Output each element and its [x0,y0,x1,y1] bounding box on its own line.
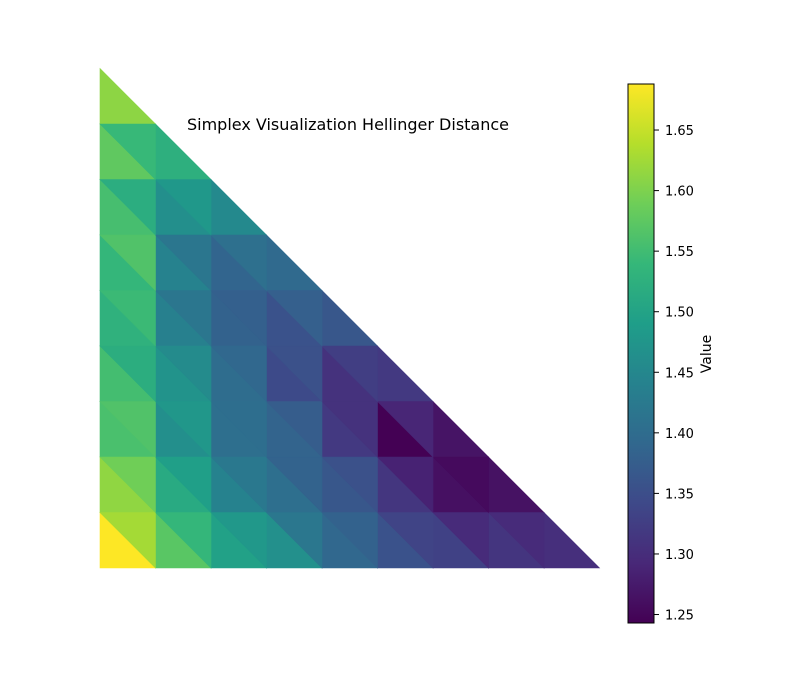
simplex-cell [376,512,434,569]
simplex-cell [99,123,156,181]
simplex-cell [210,178,268,236]
simplex-cell [321,456,378,514]
colorbar-tick-label: 1.45 [665,366,694,381]
simplex-cell [154,179,212,236]
colorbar-tick-label: 1.60 [665,185,694,200]
simplex-cell [210,234,267,292]
colorbar-gradient [628,84,654,623]
simplex-cell [99,67,157,125]
simplex-cell [99,456,156,514]
colorbar-tick-label: 1.35 [665,487,694,502]
simplex-cell [266,234,323,291]
simplex-cell [154,401,212,458]
simplex-cell [265,456,323,514]
simplex-cell [210,456,267,514]
simplex-cell [432,456,489,514]
colorbar-outline [627,83,655,624]
simplex-cell [321,401,378,458]
simplex-cell [99,512,156,569]
simplex-cell [210,401,267,458]
simplex-cells [99,67,601,569]
colorbar-label: Value [699,335,715,373]
simplex-cell [432,400,490,458]
simplex-cell [154,345,212,403]
colorbar: 1.25 1.30 1.35 1.40 1.45 1.50 1.55 1.60 1.65 Val… [627,83,715,624]
simplex-cell [154,290,212,347]
simplex-cell [487,512,545,569]
simplex-cell [154,512,212,569]
colorbar-ticks: 1.25 1.30 1.35 1.40 1.45 1.50 1.55 1.60 1.65 [654,124,694,624]
simplex-cell [99,345,156,403]
simplex-cell [99,179,156,236]
simplex-cell [154,234,212,292]
colorbar-tick-label: 1.40 [665,427,694,442]
simplex-cell [210,512,267,569]
simplex-cell [154,456,212,514]
simplex-cell [321,345,378,403]
colorbar-tick-label: 1.30 [665,548,694,563]
simplex-cell [265,512,323,569]
simplex-cell [321,512,378,569]
simplex-cell [432,512,489,569]
simplex-cell [210,290,267,347]
chart-title: Simplex Visualization Hellinger Distance [187,115,509,134]
simplex-cell [376,456,434,514]
simplex-cell [99,401,156,458]
colorbar-tick-label: 1.65 [665,124,694,139]
simplex-cell [265,290,323,347]
simplex-cell [99,290,156,347]
simplex-cell [376,401,434,458]
colorbar-tick-label: 1.25 [665,609,694,624]
simplex-cell [210,345,267,403]
simplex-cell [543,511,601,569]
simplex-cell [99,234,156,292]
simplex-cell [321,289,379,347]
simplex-cell [488,456,545,513]
simplex-cell [265,401,323,458]
colorbar-tick-label: 1.50 [665,306,694,321]
simplex-cell [377,345,434,402]
simplex-cell [265,345,323,403]
colorbar-tick-label: 1.55 [665,245,694,260]
